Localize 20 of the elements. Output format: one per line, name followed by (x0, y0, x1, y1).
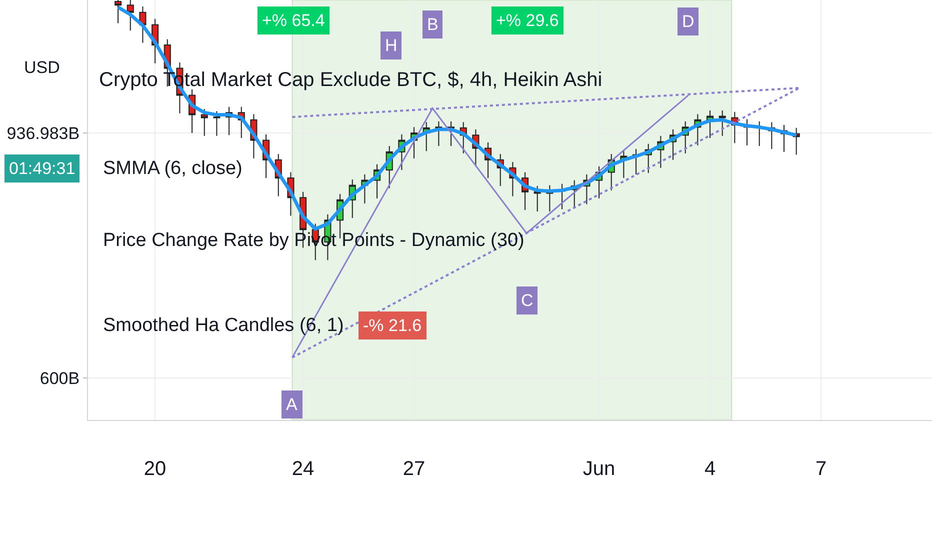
annotation: +% 29.6 (496, 11, 559, 30)
annotation: D (682, 12, 694, 31)
x-tick-label: 20 (144, 458, 166, 480)
annotation: +% 65.4 (262, 11, 325, 30)
annotation: -% 21.6 (363, 316, 422, 335)
annotation: C (521, 291, 534, 310)
annotation: A (286, 395, 298, 414)
annotation: B (427, 15, 438, 34)
y-tick-label: 600B (40, 368, 80, 388)
annotation: SMMA (6, close) (103, 158, 242, 179)
x-tick-label: 24 (292, 458, 314, 480)
x-tick-label: Jun (582, 458, 616, 480)
text: USD (24, 58, 60, 77)
x-tick-label: 27 (402, 458, 426, 480)
text: 01:49:31 (9, 159, 76, 178)
x-tick-label: 4 (704, 458, 716, 480)
annotation: Smoothed Ha Candles (6, 1) (103, 315, 344, 336)
annotation: H (385, 36, 398, 55)
x-tick-label: 7 (815, 458, 827, 480)
y-tick-label: 936.983B (6, 124, 80, 143)
